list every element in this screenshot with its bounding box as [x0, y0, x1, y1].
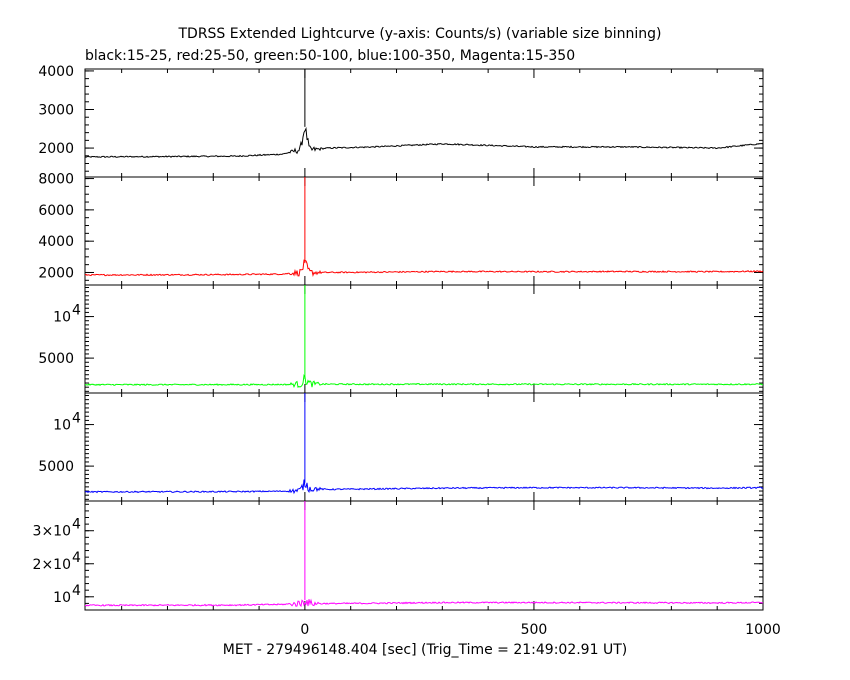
panel-0: 4000 3000 2000: [38, 64, 764, 178]
y-tick-label: 5000: [38, 351, 74, 367]
series-line-0: [84, 126, 764, 159]
series-line-4: [84, 598, 763, 608]
y-tick-exponent: 4: [72, 411, 81, 427]
chart-subtitle: black:15-25, red:25-50, green:50-100, bl…: [85, 48, 575, 64]
panel-frame: [84, 68, 764, 178]
series-line-3: [84, 479, 764, 495]
y-tick-label: 4000: [38, 64, 74, 80]
y-tick-label: 10: [53, 590, 71, 606]
x-tick-label: 500: [521, 622, 548, 638]
y-tick-label: 10: [53, 310, 71, 326]
panel-3: 10 4 5000: [38, 392, 764, 502]
y-tick-label: 2000: [38, 141, 74, 157]
panel-frame: [84, 500, 764, 611]
x-tick-labels: 0 500 1000: [300, 622, 780, 638]
panel-frame: [84, 392, 764, 502]
y-tick-exponent: 4: [72, 517, 81, 533]
y-tick-label: 2000: [38, 265, 74, 281]
y-tick-label: 6000: [38, 203, 74, 219]
panel-1: 8000 6000 4000 2000: [38, 172, 764, 286]
y-tick-label: 8000: [38, 172, 74, 188]
panel-4: 3×10 42×10 410 4: [33, 500, 764, 611]
chart-title: TDRSS Extended Lightcurve (y-axis: Count…: [177, 26, 661, 42]
y-tick-exponent: 4: [72, 550, 81, 566]
panel-frame: [84, 176, 764, 286]
y-tick-exponent: 4: [72, 583, 81, 599]
x-axis-label: MET - 279496148.404 [sec] (Trig_Time = 2…: [223, 642, 627, 658]
y-tick-label: 5000: [38, 459, 74, 475]
x-tick-label: 0: [300, 622, 309, 638]
y-tick-exponent: 4: [72, 303, 81, 319]
series-line-2: [84, 374, 763, 388]
panel-2: 10 4 5000: [38, 284, 764, 394]
y-tick-label: 2×10: [33, 557, 71, 573]
x-tick-label: 1000: [745, 622, 781, 638]
y-tick-label: 3000: [38, 103, 74, 119]
panel-frame: [84, 284, 764, 394]
series-line-1: [84, 259, 764, 277]
y-tick-label: 3×10: [33, 524, 71, 540]
y-tick-label: 10: [53, 418, 71, 434]
y-tick-label: 4000: [38, 234, 74, 250]
